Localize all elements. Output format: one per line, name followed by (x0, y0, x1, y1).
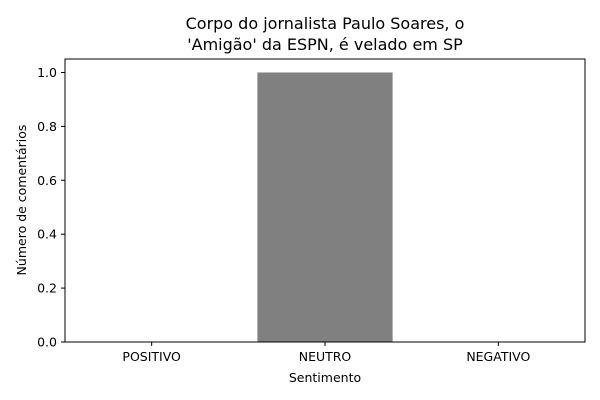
x-tick-label-neutro: NEUTRO (299, 349, 352, 364)
chart-title-line-1: Corpo do jornalista Paulo Soares, o (186, 14, 465, 33)
y-tick-label: 0.6 (37, 173, 57, 188)
x-axis-ticks: POSITIVO NEUTRO NEGATIVO (122, 342, 530, 364)
y-tick-label: 1.0 (37, 65, 57, 80)
y-tick-label: 0.0 (37, 335, 57, 350)
bars-group (257, 72, 393, 342)
x-tick-label-positivo: POSITIVO (122, 349, 181, 364)
y-tick-label: 0.8 (37, 119, 57, 134)
bar-neutro (257, 72, 393, 342)
y-tick-label: 0.4 (37, 227, 57, 242)
y-tick-label: 0.2 (37, 281, 57, 296)
x-tick-label-negativo: NEGATIVO (466, 349, 530, 364)
y-axis-label: Número de comentários (14, 125, 29, 276)
y-axis-ticks: 0.0 0.2 0.4 0.6 0.8 1.0 (37, 65, 65, 350)
chart-title-line-2: 'Amigão' da ESPN, é velado em SP (187, 35, 463, 54)
x-axis-label: Sentimento (289, 370, 361, 385)
